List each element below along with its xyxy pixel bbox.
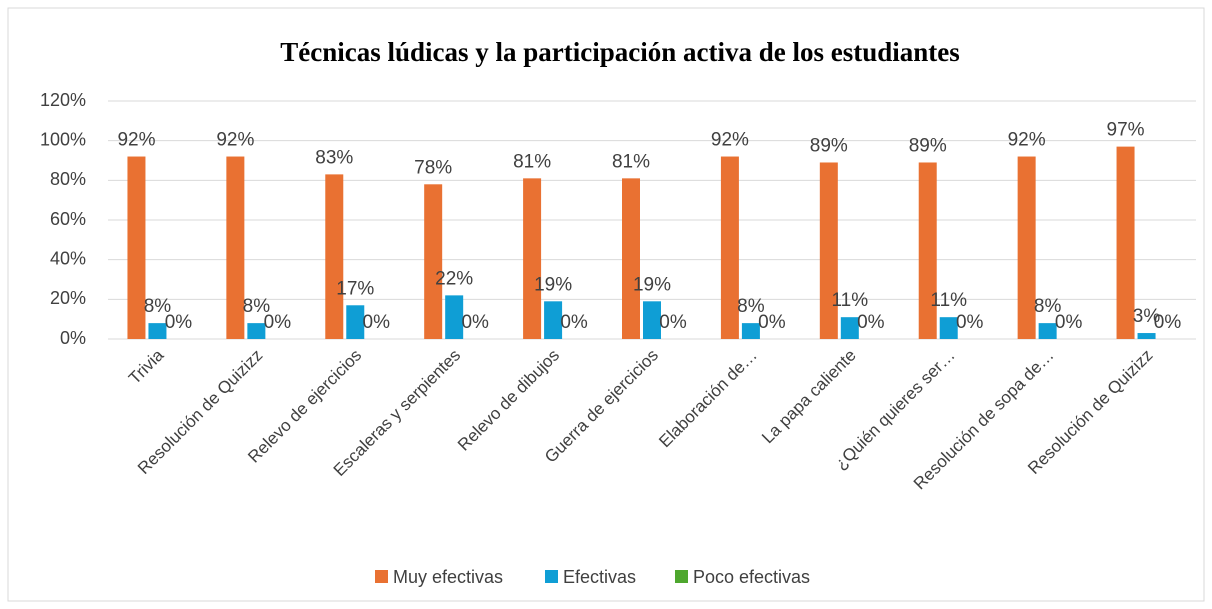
data-label: 81% bbox=[612, 151, 650, 172]
data-label: 97% bbox=[1107, 120, 1145, 141]
data-label: 8% bbox=[144, 296, 172, 317]
data-label: 8% bbox=[737, 296, 765, 317]
bar bbox=[325, 174, 344, 339]
data-label: 11% bbox=[832, 290, 869, 311]
bar bbox=[1116, 146, 1135, 339]
y-tick-label: 60% bbox=[50, 209, 86, 229]
data-label: 0% bbox=[264, 312, 292, 333]
data-label: 19% bbox=[534, 274, 572, 295]
data-label: 0% bbox=[758, 312, 786, 333]
data-label: 81% bbox=[513, 151, 551, 172]
data-label: 0% bbox=[1055, 312, 1083, 333]
data-label: 3% bbox=[1133, 306, 1161, 327]
y-tick-label: 120% bbox=[40, 90, 86, 110]
data-label: 0% bbox=[165, 312, 193, 333]
data-label: 78% bbox=[414, 157, 452, 178]
bar bbox=[445, 295, 464, 339]
data-label: 89% bbox=[909, 135, 947, 156]
bar bbox=[741, 323, 760, 339]
bar bbox=[643, 301, 661, 339]
data-label: 0% bbox=[560, 312, 588, 333]
data-label: 92% bbox=[1008, 130, 1046, 151]
y-tick-label: 100% bbox=[40, 129, 86, 149]
data-label: 0% bbox=[956, 312, 984, 333]
data-label: 19% bbox=[633, 274, 671, 295]
bar bbox=[346, 305, 365, 339]
bar bbox=[1017, 156, 1036, 339]
data-label: 92% bbox=[711, 130, 749, 151]
data-label: 22% bbox=[435, 268, 473, 289]
bar bbox=[939, 317, 958, 339]
y-tick-label: 20% bbox=[50, 288, 86, 308]
bar bbox=[1038, 323, 1057, 339]
bar bbox=[720, 156, 739, 339]
bar bbox=[523, 178, 542, 339]
chart-title: Técnicas lúdicas y la participación acti… bbox=[280, 37, 960, 67]
legend-swatch bbox=[375, 570, 388, 583]
bar bbox=[247, 323, 266, 339]
legend-label: Poco efectivas bbox=[693, 567, 810, 587]
bar bbox=[424, 184, 443, 339]
bar bbox=[148, 323, 167, 339]
bar bbox=[840, 317, 859, 339]
bar bbox=[622, 178, 640, 339]
bar bbox=[544, 301, 563, 339]
data-label: 8% bbox=[1034, 296, 1062, 317]
data-label: 0% bbox=[1154, 312, 1182, 333]
data-label: 83% bbox=[315, 147, 353, 168]
data-label: 11% bbox=[930, 290, 967, 311]
data-label: 0% bbox=[461, 312, 489, 333]
bar bbox=[127, 156, 146, 339]
legend-swatch bbox=[545, 570, 558, 583]
data-label: 92% bbox=[117, 130, 155, 151]
data-label: 0% bbox=[857, 312, 885, 333]
data-label: 0% bbox=[363, 312, 391, 333]
bar bbox=[226, 156, 245, 339]
chart-border bbox=[7, 7, 1205, 602]
data-label: 8% bbox=[243, 296, 271, 317]
legend-label: Muy efectivas bbox=[393, 567, 503, 587]
data-label: 0% bbox=[659, 312, 687, 333]
data-label: 89% bbox=[810, 135, 848, 156]
y-tick-label: 80% bbox=[50, 169, 86, 189]
data-label: 92% bbox=[216, 130, 254, 151]
bar bbox=[918, 162, 937, 339]
bar bbox=[819, 162, 838, 339]
legend-label: Efectivas bbox=[563, 567, 636, 587]
bar bbox=[1137, 333, 1156, 339]
y-tick-label: 0% bbox=[60, 328, 86, 348]
legend-swatch bbox=[675, 570, 688, 583]
data-label: 17% bbox=[336, 278, 374, 299]
y-tick-label: 40% bbox=[50, 248, 86, 268]
